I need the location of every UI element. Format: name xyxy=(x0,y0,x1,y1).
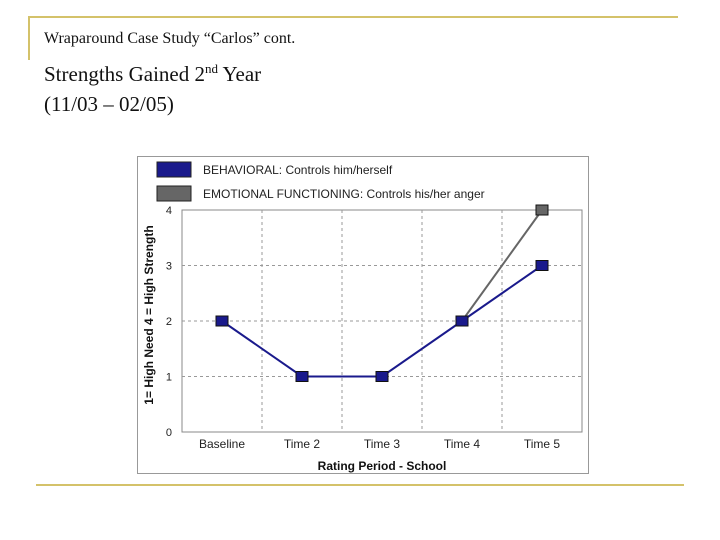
data-point xyxy=(375,371,389,382)
slide-title: Strengths Gained 2nd Year (11/03 – 02/05… xyxy=(44,54,261,119)
title-superscript: nd xyxy=(204,61,218,76)
title-main: Strengths Gained 2 xyxy=(44,62,205,86)
slide-subtitle: Wraparound Case Study “Carlos” cont. xyxy=(44,30,296,47)
data-point xyxy=(215,315,229,327)
x-tick-label: Time 4 xyxy=(444,437,481,451)
legend-swatch xyxy=(156,161,192,178)
bottom-rule xyxy=(36,484,684,486)
top-rule xyxy=(28,16,678,18)
y-tick-label: 3 xyxy=(166,261,172,273)
data-point xyxy=(535,260,549,271)
data-point xyxy=(535,204,549,216)
x-tick-label: Time 2 xyxy=(284,437,321,451)
y-tick-label: 1 xyxy=(166,372,172,384)
x-axis-label: Rating Period - School xyxy=(318,459,447,473)
data-point xyxy=(295,371,309,382)
x-tick-label: Time 5 xyxy=(524,437,561,451)
y-axis-label: 1= High Need 4 = High Strength xyxy=(142,225,156,404)
y-tick-label: 2 xyxy=(166,316,172,328)
series-line xyxy=(461,209,543,322)
data-point xyxy=(455,315,469,327)
y-tick-label: 0 xyxy=(166,427,172,439)
legend-swatch xyxy=(156,185,192,202)
line-chart: 0 1 2 3 4 Baseline Time 2 Time 3 Time 4 Time 5 Rat… xyxy=(142,161,583,473)
legend-label: BEHAVIORAL: Controls him/herself xyxy=(203,163,393,177)
y-tick-label: 4 xyxy=(166,205,172,217)
title-rest: Year xyxy=(217,62,262,86)
x-tick-label: Time 3 xyxy=(364,437,401,451)
left-rule xyxy=(28,16,30,60)
date-range: (11/03 – 02/05) xyxy=(44,92,174,116)
legend-label: EMOTIONAL FUNCTIONING: Controls his/her … xyxy=(203,187,485,201)
x-tick-label: Baseline xyxy=(199,437,245,451)
